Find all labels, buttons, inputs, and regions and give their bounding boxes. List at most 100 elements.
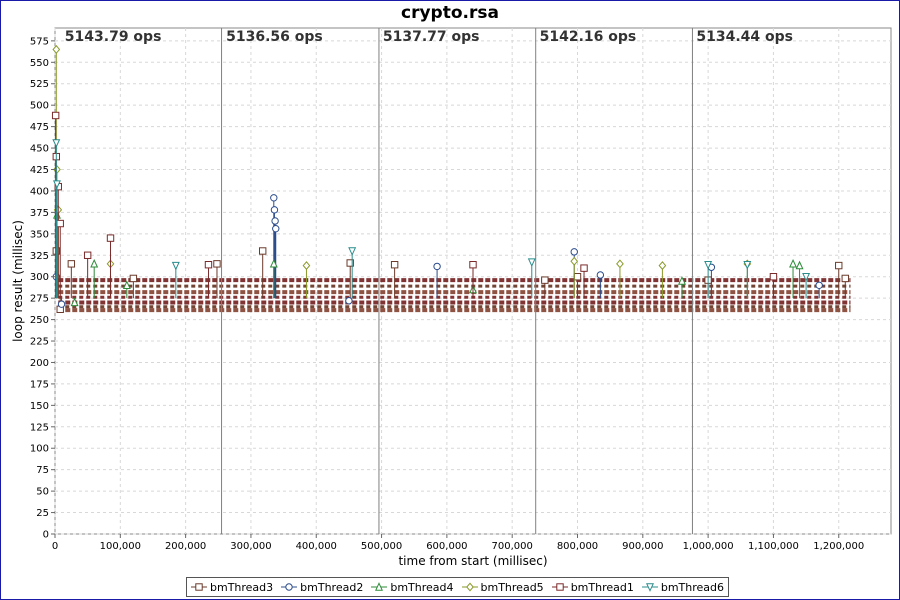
- legend-item: bmThread3: [191, 581, 273, 594]
- y-tick-label: 25: [36, 508, 49, 519]
- data-point: [269, 258, 278, 268]
- y-tick-label: 150: [30, 401, 49, 412]
- data-point: [345, 297, 353, 305]
- legend-marker: [461, 582, 478, 592]
- data-point: [83, 251, 92, 259]
- x-tick-label: 400,000: [296, 541, 337, 552]
- data-point: [171, 261, 180, 271]
- y-tick-label: 175: [30, 379, 49, 390]
- data-point: [596, 271, 605, 279]
- data-point: [815, 281, 823, 289]
- x-tick-label: 600,000: [426, 541, 467, 552]
- legend-label: bmThread1: [570, 580, 634, 594]
- data-point: [346, 259, 354, 267]
- x-axis-label: time from start (millisec): [398, 554, 547, 568]
- ops-annotation: 5137.77 ops: [383, 29, 480, 45]
- legend-symbol: [195, 583, 203, 591]
- y-tick-label: 50: [36, 487, 49, 498]
- legend-label: bmThread2: [300, 580, 364, 594]
- y-tick-label: 400: [30, 186, 49, 197]
- chart-legend: bmThread3 bmThread2 bmThread4 bmThread5 bmTh…: [186, 577, 730, 597]
- data-point: [51, 111, 60, 120]
- data-point: [204, 261, 213, 269]
- data-point: [106, 234, 115, 242]
- y-tick-label: 500: [30, 101, 49, 112]
- legend-label: bmThread6: [660, 580, 725, 594]
- chart-title: crypto.rsa: [401, 3, 499, 23]
- x-tick-label: 1,000,000: [683, 541, 734, 552]
- data-point: [527, 258, 536, 268]
- data-point: [769, 273, 778, 281]
- data-point: [678, 276, 686, 285]
- data-point: [272, 224, 280, 233]
- data-point: [795, 260, 804, 270]
- grid-layer: [54, 28, 891, 535]
- data-point: [743, 261, 752, 270]
- series-bmThread6: [52, 139, 811, 299]
- data-points: [51, 44, 849, 314]
- y-tick-label: 300: [30, 272, 49, 283]
- axes: 0 25 50 75 100 125 150 175 200 225 250 275 300 325 350…: [30, 36, 864, 552]
- legend-symbol: [375, 582, 384, 591]
- data-point: [433, 262, 441, 271]
- y-tick-label: 525: [30, 79, 49, 90]
- data-point: [67, 260, 76, 268]
- data-point: [348, 247, 357, 256]
- data-point: [573, 273, 582, 281]
- data-point: [56, 219, 64, 228]
- y-tick-label: 125: [30, 422, 49, 433]
- legend-marker: [641, 583, 658, 592]
- ops-annotations: 5143.79 ops 5136.56 ops 5137.77 ops 5142.16…: [65, 29, 793, 45]
- chart-plot: 5143.79 ops 5136.56 ops 5137.77 ops 5142.16…: [11, 27, 892, 568]
- data-point: [570, 248, 578, 256]
- legend-symbol: [645, 583, 654, 592]
- legend-symbol: [465, 582, 474, 592]
- y-tick-label: 475: [30, 122, 49, 133]
- legend-label: bmThread3: [210, 580, 274, 594]
- x-tick-label: 100,000: [100, 541, 141, 552]
- legend-marker: [551, 583, 568, 591]
- data-point: [616, 259, 624, 269]
- data-point: [57, 300, 66, 308]
- data-point: [270, 194, 278, 202]
- y-tick-label: 350: [30, 229, 49, 240]
- y-tick-label: 450: [30, 144, 49, 155]
- data-point: [271, 217, 279, 225]
- legend-marker: [371, 582, 388, 591]
- data-point: [302, 261, 311, 271]
- y-tick-label: 250: [30, 315, 49, 326]
- y-tick-label: 75: [36, 465, 49, 476]
- y-tick-label: 575: [30, 36, 49, 47]
- legend-symbol: [285, 583, 293, 591]
- data-point: [70, 297, 79, 307]
- data-point: [841, 274, 849, 283]
- ops-annotation: 5136.56 ops: [226, 29, 323, 45]
- legend-symbol: [555, 583, 564, 591]
- data-point: [52, 44, 61, 54]
- ops-annotation: 5134.44 ops: [696, 29, 793, 45]
- data-point: [270, 206, 279, 214]
- y-tick-label: 100: [30, 444, 49, 455]
- y-axis-label: loop result (millisec): [11, 220, 25, 342]
- y-tick-label: 425: [30, 165, 49, 176]
- data-point: [52, 139, 61, 148]
- data-point: [469, 261, 477, 269]
- legend-item: bmThread2: [281, 581, 363, 594]
- legend-item: bmThread6: [641, 580, 725, 594]
- data-point: [122, 280, 131, 289]
- data-point: [580, 264, 588, 272]
- data-point: [390, 261, 399, 269]
- x-tick-label: 900,000: [622, 541, 663, 552]
- baseline-band: [58, 278, 851, 313]
- data-point: [570, 256, 579, 266]
- data-point: [802, 273, 811, 282]
- y-tick-label: 275: [30, 294, 49, 305]
- data-point: [835, 261, 843, 270]
- data-point: [213, 260, 221, 268]
- data-point: [129, 274, 138, 283]
- x-tick-label: 300,000: [230, 541, 271, 552]
- y-tick-label: 375: [30, 208, 49, 219]
- data-point: [258, 247, 267, 255]
- y-tick-label: 200: [30, 358, 49, 369]
- data-point: [541, 276, 549, 284]
